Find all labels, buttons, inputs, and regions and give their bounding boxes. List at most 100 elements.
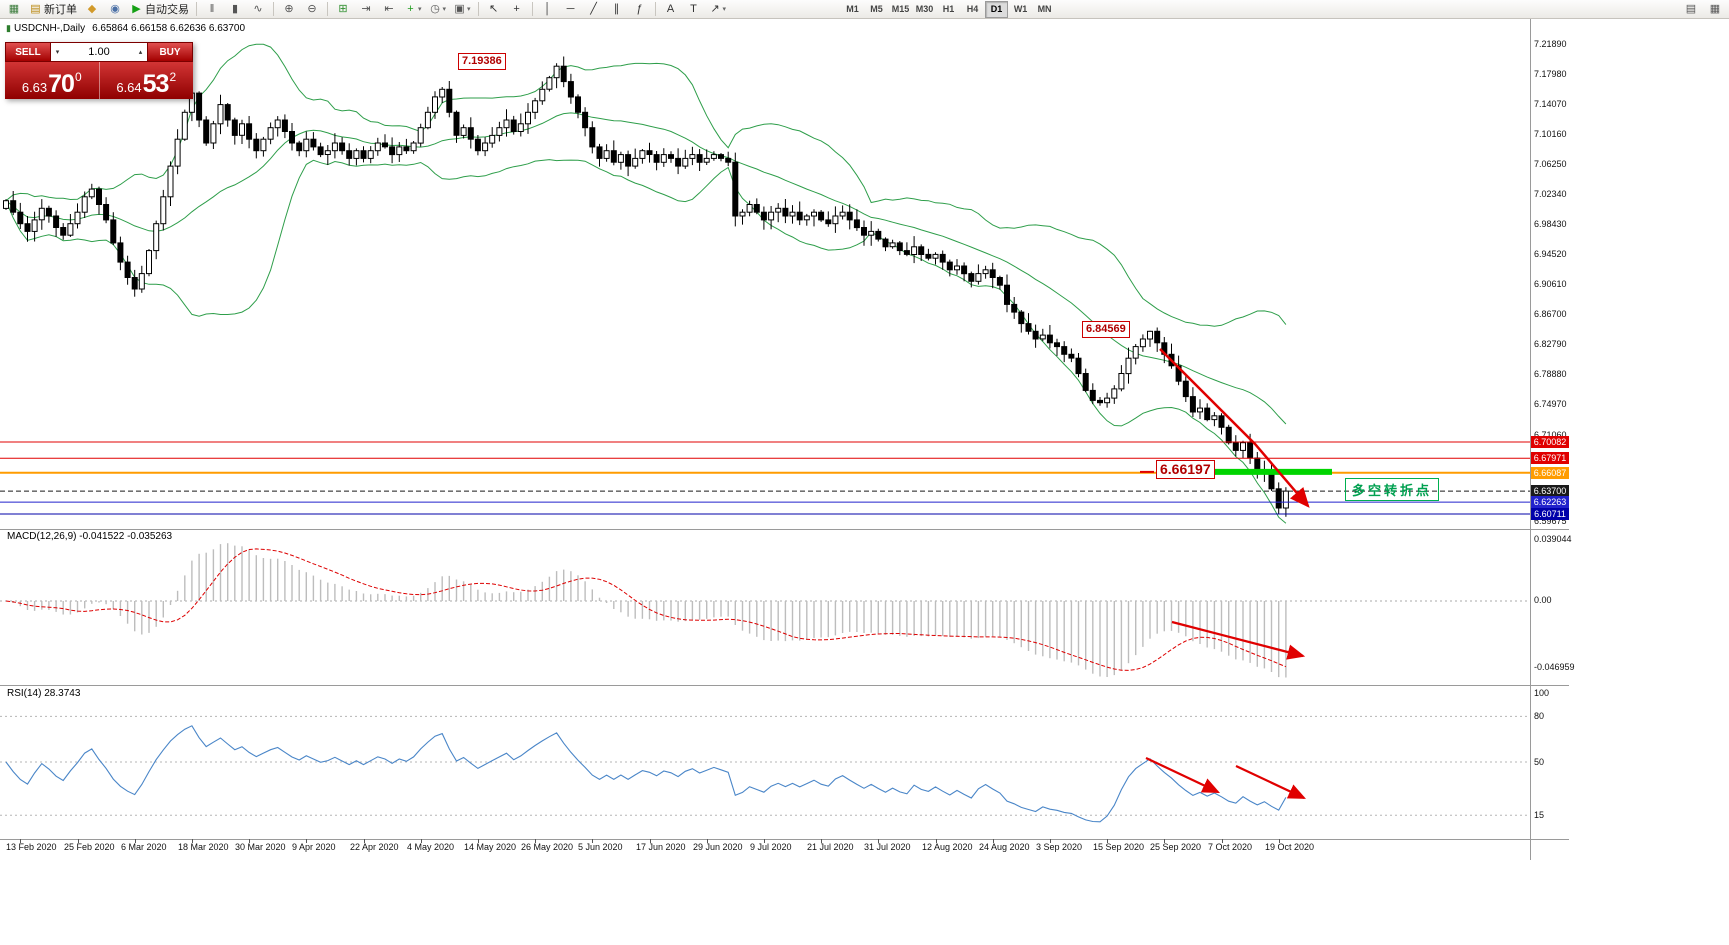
date-tick [764,839,765,843]
rsi-down-arrow-1[interactable] [1145,757,1220,793]
autotrading-button-label: 自动交易 [145,4,189,16]
new-chart-icon[interactable]: ▤ [1680,0,1702,18]
macd-panel[interactable] [0,530,1531,685]
periods-icon[interactable]: ◷ ▾ [426,0,450,18]
chart-window-icon[interactable]: ▦ [3,0,25,18]
timeframe-button-h1[interactable]: H1 [942,4,955,14]
candlestick-chart-icon[interactable]: ▮ [224,0,246,18]
price-axis-label: 6.98430 [1534,219,1567,229]
chart-list-icon: ▦ [1709,3,1721,15]
candlesticks [3,56,1289,517]
cursor-icon[interactable]: ↖ [483,0,505,18]
vertical-line-icon[interactable]: │ [537,0,559,18]
date-axis-label: 12 Aug 2020 [922,842,973,852]
toolbar-separator [477,2,479,16]
mql5-market-icon[interactable]: ◆ [81,0,103,18]
price-axis-label: 7.21890 [1534,39,1567,49]
tile-windows-icon: ⊞ [338,3,348,15]
text-label-icon[interactable]: T [683,0,705,18]
date-tick [421,839,422,843]
chart-icon: ▮ [6,23,11,33]
sell-price-point: 0 [74,70,82,84]
date-axis-label: 21 Jul 2020 [807,842,854,852]
swing-high-price-label[interactable]: 6.84569 [1082,321,1130,338]
macd-indicator-label: MACD(12,26,9) -0.041522 -0.035263 [7,531,172,542]
sell-button[interactable]: SELL [5,42,51,62]
date-axis-label: 24 Aug 2020 [979,842,1030,852]
main-price-chart[interactable] [0,19,1531,530]
buy-button[interactable]: BUY [147,42,193,62]
date-tick [478,839,479,843]
chart-window-icon: ▦ [8,3,20,15]
date-axis-label: 17 Jun 2020 [636,842,686,852]
horizontal-line-icon[interactable]: ─ [560,0,582,18]
vertical-line-icon: │ [544,3,551,15]
indicators-icon[interactable]: + ▾ [401,0,425,18]
timeframe-button-mn[interactable]: MN [1037,4,1052,14]
autotrading-button[interactable]: ▶ 自动交易 [127,0,192,18]
macd-down-arrow[interactable] [1171,620,1306,660]
tile-windows-icon[interactable]: ⊞ [332,0,354,18]
volume-input[interactable]: 1.00 [88,46,110,58]
dropdown-caret-icon: ▾ [467,6,471,13]
date-axis-label: 4 May 2020 [407,842,455,852]
sell-price-display[interactable]: 6.63 70 0 [5,62,99,99]
channel-icon[interactable]: ∥ [606,0,628,18]
date-axis-label: 7 Oct 2020 [1208,842,1253,852]
macd-axis-label: 0.00 [1534,595,1552,605]
ohlc-values: 6.65864 6.66158 6.62636 6.63700 [92,23,246,34]
chart-title: ▮ USDCNH-,Daily 6.65864 6.66158 6.62636 6.… [6,23,245,34]
fibonacci-icon[interactable]: ƒ [629,0,651,18]
timeframe-button-m5[interactable]: M5 [870,4,883,14]
timeframe-button-m30[interactable]: M30 [915,4,934,14]
peak-price-label[interactable]: 7.19386 [458,53,506,70]
timeframe-button-d1[interactable]: D1 [985,0,1009,18]
templates-icon[interactable]: ▣ ▾ [450,0,474,18]
buy-price-display[interactable]: 6.64 53 2 [98,62,194,99]
volume-increase-button[interactable]: ▴ [138,49,143,56]
text-icon[interactable]: A [660,0,682,18]
profile-icon[interactable]: ◉ [104,0,126,18]
periods-icon: ◷ [430,3,440,15]
toolbar-separator [654,2,656,16]
downtrend-arrow[interactable] [1159,348,1310,508]
crosshair-icon[interactable]: + [506,0,528,18]
date-axis-label: 3 Sep 2020 [1036,842,1083,852]
timeframe-button-m1[interactable]: M1 [846,4,859,14]
price-axis-label: 6.90610 [1534,279,1567,289]
turning-point-annotation[interactable]: 多空转折点 [1345,478,1440,501]
zoom-in-icon[interactable]: ⊕ [278,0,300,18]
line-chart-icon[interactable]: ∿ [247,0,269,18]
toolbar: ▦ ▤ 新订单 ◆ ◉ ▶ 自动交易 ‖ ▮ ∿ ⊕ ⊖ ⊞ ⇥ ⇤ + ▾ ◷ ▾ ▣ ▾ ↖ + │ ─ ╱ ∥ ƒ A T ↗ ▾ M1 M… [0,0,1729,19]
date-axis-separator [0,839,1569,840]
macd-pane-separator[interactable] [0,529,1569,530]
new-order-button[interactable]: ▤ 新订单 [26,0,80,18]
zoom-out-icon: ⊖ [307,3,317,15]
new-order-button-icon: ▤ [30,3,41,15]
bar-chart-icon[interactable]: ‖ [201,0,223,18]
trendline-icon: ╱ [590,3,597,15]
rsi-panel[interactable] [0,686,1531,839]
date-axis-label: 9 Apr 2020 [292,842,336,852]
timeframe-button-m15[interactable]: M15 [891,4,910,14]
price-tag-support-2: 6.60711 [1531,508,1569,520]
zoom-out-icon[interactable]: ⊖ [301,0,323,18]
chart-list-icon[interactable]: ▦ [1704,0,1726,18]
volume-decrease-button[interactable]: ▾ [55,49,60,56]
macd-axis-label: -0.046959 [1534,662,1575,672]
timeframe-button-h4[interactable]: H4 [966,4,979,14]
chart-shift-icon[interactable]: ⇤ [378,0,400,18]
trendline-icon[interactable]: ╱ [583,0,605,18]
timeframe-button-w1[interactable]: W1 [1013,4,1028,14]
entry-price-label[interactable]: 6.66197 [1156,460,1215,479]
arrows-icon[interactable]: ↗ ▾ [706,0,730,18]
sell-price-pips: 70 [48,70,75,98]
date-tick [364,839,365,843]
auto-scroll-icon[interactable]: ⇥ [355,0,377,18]
rsi-pane-separator[interactable] [0,685,1569,686]
price-axis-label: 7.10160 [1534,129,1567,139]
price-axis-label: 6.59675 [1534,516,1567,526]
price-tag-current-price: 6.63700 [1531,485,1569,497]
date-tick [249,839,250,843]
rsi-down-arrow-2[interactable] [1235,765,1306,799]
